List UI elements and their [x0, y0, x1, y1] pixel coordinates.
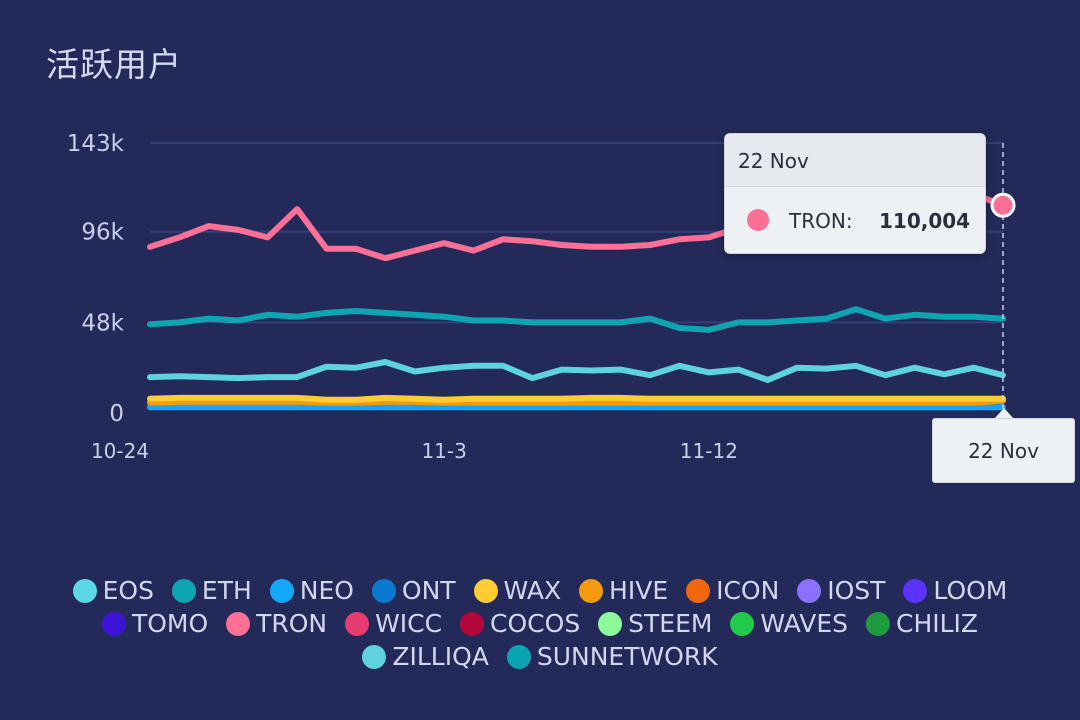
legend-item-icon[interactable]: ICON — [686, 574, 779, 607]
legend-swatch — [473, 579, 498, 603]
legend-label: EOS — [102, 576, 154, 605]
legend-item-tomo[interactable]: TOMO — [101, 607, 209, 640]
tooltip-series-dot — [747, 209, 769, 231]
legend-swatch — [903, 579, 928, 603]
legend-swatch — [579, 579, 604, 603]
x-axis: 10-24 11-3 11-12 — [91, 439, 738, 463]
legend-label: ONT — [401, 576, 456, 605]
legend-item-eth[interactable]: ETH — [171, 574, 252, 607]
legend-swatch — [506, 645, 531, 669]
y-tick-label: 48k — [81, 310, 124, 336]
series-line-eth[interactable] — [147, 306, 1006, 333]
legend-item-hive[interactable]: HIVE — [579, 574, 668, 607]
tooltip-row: TRON: 110,004 — [725, 187, 985, 253]
hover-pointer — [990, 143, 1016, 413]
legend-item-wax[interactable]: WAX — [473, 574, 562, 607]
legend-swatch — [269, 579, 294, 603]
x-tick-label: 11-12 — [680, 439, 738, 463]
legend-label: WICC — [375, 609, 443, 638]
legend-label: WAVES — [760, 609, 849, 638]
legend-label: TOMO — [131, 609, 209, 638]
legend-label: HIVE — [609, 576, 669, 605]
tooltip-series-name: TRON: — [789, 209, 853, 233]
legend-label: STEEM — [628, 609, 713, 638]
legend-item-cocos[interactable]: COCOS — [460, 607, 580, 640]
legend-swatch — [226, 612, 251, 636]
legend-item-waves[interactable]: WAVES — [730, 607, 848, 640]
legend-item-sunnetwork[interactable]: SUNNETWORK — [506, 640, 718, 673]
legend-item-ont[interactable]: ONT — [371, 574, 456, 607]
y-axis: 0 48k 96k 143k — [67, 131, 125, 427]
legend-label: COCOS — [490, 609, 581, 638]
x-tick-label: 10-24 — [91, 439, 149, 463]
legend-item-neo[interactable]: NEO — [269, 574, 354, 607]
legend-label: SUNNETWORK — [536, 642, 718, 671]
chart-title: 活跃用户 — [46, 45, 182, 84]
legend-label: NEO — [299, 576, 354, 605]
legend-item-iost[interactable]: IOST — [797, 574, 885, 607]
legend-item-zilliqa[interactable]: ZILLIQA — [362, 640, 489, 673]
legend-swatch — [72, 579, 97, 603]
legend-label: ICON — [716, 576, 780, 605]
legend-label: TRON — [256, 609, 328, 638]
legend-label: IOST — [827, 576, 886, 605]
series-line-zilliqa[interactable] — [147, 359, 1006, 383]
legend-label: ETH — [201, 576, 252, 605]
legend-item-wicc[interactable]: WICC — [345, 607, 442, 640]
x-tick-label: 11-3 — [421, 439, 466, 463]
legend-label: ZILLIQA — [392, 642, 489, 671]
data-tooltip: 22 Nov TRON: 110,004 — [724, 133, 986, 254]
legend-swatch — [865, 612, 890, 636]
series-line-wax[interactable] — [147, 394, 1006, 403]
series-layer — [147, 191, 1006, 411]
legend-swatch — [362, 645, 387, 669]
tooltip-date: 22 Nov — [725, 134, 985, 187]
legend-swatch — [686, 579, 711, 603]
legend: EOS ETH NEO ONT WAX HIVE ICON IOST LOOM … — [40, 574, 1040, 673]
legend-swatch — [797, 579, 822, 603]
series-line-hive[interactable] — [147, 397, 1006, 406]
legend-swatch — [371, 579, 396, 603]
legend-item-loom[interactable]: LOOM — [903, 574, 1007, 607]
legend-label: CHILIZ — [895, 609, 979, 638]
y-tick-label: 143k — [67, 131, 125, 157]
legend-item-steem[interactable]: STEEM — [598, 607, 712, 640]
highlight-point[interactable] — [990, 192, 1016, 218]
legend-swatch — [345, 612, 370, 636]
axis-tooltip-arrow — [994, 408, 1014, 419]
legend-swatch — [171, 579, 196, 603]
legend-label: LOOM — [933, 576, 1008, 605]
y-tick-label: 96k — [81, 220, 124, 246]
legend-item-eos[interactable]: EOS — [72, 574, 154, 607]
legend-item-chiliz[interactable]: CHILIZ — [865, 607, 979, 640]
tooltip-series-value: 110,004 — [879, 209, 971, 233]
legend-swatch — [101, 612, 126, 636]
axis-tooltip: 22 Nov — [932, 418, 1075, 483]
legend-swatch — [460, 612, 485, 636]
y-tick-label: 0 — [109, 401, 124, 427]
legend-swatch — [730, 612, 755, 636]
legend-swatch — [598, 612, 623, 636]
legend-label: WAX — [503, 576, 562, 605]
legend-item-tron[interactable]: TRON — [226, 607, 327, 640]
